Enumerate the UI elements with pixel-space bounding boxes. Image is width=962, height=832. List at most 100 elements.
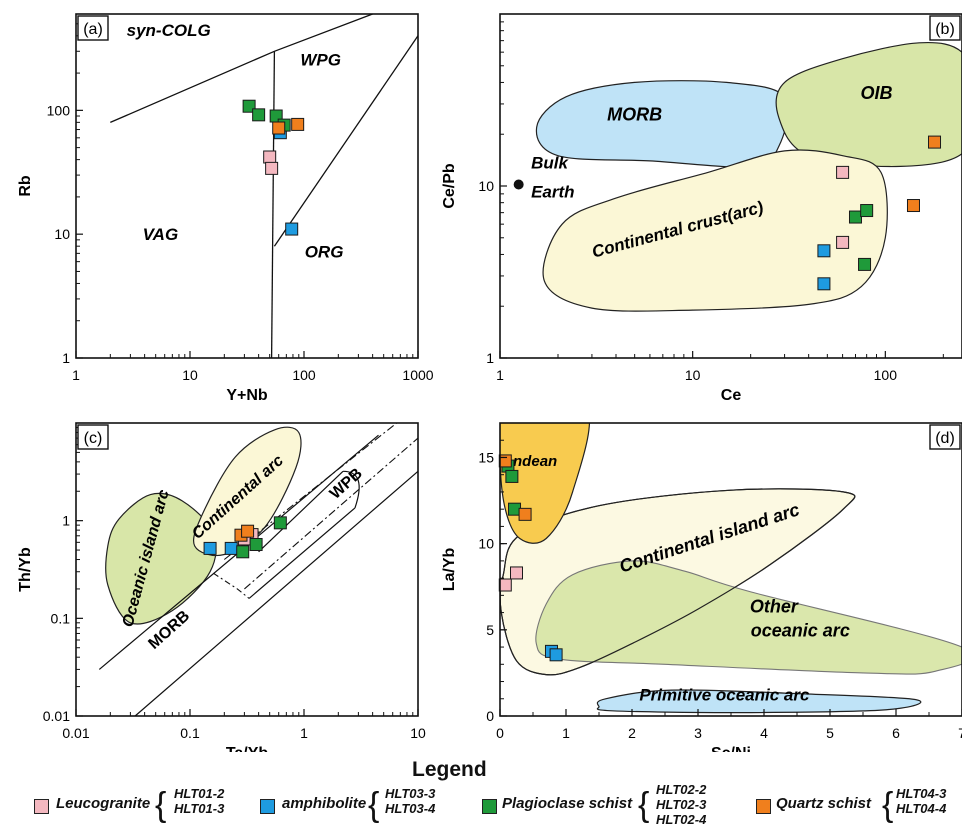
y-tick-label: 1 [62,513,70,529]
field-label: MORB [607,105,662,125]
data-point [848,210,862,224]
panel-label: (a) [83,21,103,38]
field-label: WPB [327,465,366,503]
panel-a: syn-COLG WPG VAG ORG 1 10 100 1000 1 10 100 Y+Nb Rb (… [17,13,434,404]
fields [500,423,962,714]
x-tick-label: 100 [874,367,898,383]
panel-label: (c) [84,430,103,447]
x-tick-label: 1 [72,367,80,383]
x-tick-label: 10 [410,725,426,741]
x-tick-label: 3 [694,725,702,741]
data-point [249,538,263,552]
data-point [906,199,920,213]
x-tick-label: 4 [760,725,768,741]
field-label: oceanic arc [751,621,850,641]
field-label: ORG [305,242,344,261]
x-tick-label: 7 [958,725,962,741]
x-axis-label: Y+Nb [226,387,268,404]
x-tick-label: 10 [182,367,198,383]
y-tick-label: 10 [478,536,494,552]
x-tick-label: 5 [826,725,834,741]
brace-icon: { [368,786,380,824]
field-label: syn-COLG [127,21,211,40]
y-tick-label: 10 [54,226,70,242]
x-tick-label: 1000 [402,367,433,383]
bulk-earth-marker [513,179,524,190]
field-label: Andean [501,453,557,470]
x-tick-label: 10 [685,367,701,383]
y-axis-label: Th/Yb [17,547,34,592]
data-point [273,516,287,530]
data-point [498,454,512,468]
panel-label-box [77,424,109,450]
panel-label-box [77,15,109,41]
data-point [510,566,523,580]
y-tick-label: 100 [47,102,71,118]
x-tick-label: 0.1 [180,725,200,741]
legend-samples: HLT01-2 HLT01-3 [174,786,225,816]
data-point [263,150,277,164]
field-other-oceanic-arc [535,560,962,675]
brace-icon: { [882,786,894,824]
y-tick-label: 10 [478,178,494,194]
x-tick-label: 1 [562,725,570,741]
y-tick-label: 0.1 [51,610,71,626]
legend-swatch [260,799,275,814]
data-point [549,648,563,662]
panel-label-box [929,424,961,450]
plot-frame [75,13,419,359]
x-tick-label: 2 [628,725,636,741]
data-point [817,277,831,291]
y-axis-label: La/Yb [441,547,458,591]
field-label: Primitive oceanic arc [639,685,810,704]
x-tick-label: 0 [496,725,504,741]
panel-label: (d) [935,430,955,447]
legend-title: Legend [412,758,487,781]
legend-label: Quartz schist [776,795,872,812]
array-line [134,470,419,717]
field-primitive-oceanic-arc [596,689,922,714]
data-point [817,244,831,258]
data-point [224,541,238,555]
field-morb [535,80,789,168]
y-tick-label: 5 [486,622,494,638]
brace-icon: { [638,786,650,824]
brace-icon: { [155,786,167,824]
data-point [241,524,255,538]
field-label: WPG [300,51,341,70]
x-tick-label: 0.01 [62,725,89,741]
x-tick-label: 6 [892,725,900,741]
data-point [285,222,299,236]
field-label: VAG [143,225,179,244]
panel-label-box [929,15,961,41]
field-label: OIB [861,83,893,103]
field-outline [500,488,856,676]
wpb-line [258,470,344,553]
data-point [505,469,519,483]
wpb-line [343,470,360,509]
y-tick-label: 0 [486,708,494,724]
legend-samples: HLT03-3 HLT03-4 [385,786,436,816]
data-point [236,545,250,559]
discrimination-line [270,51,276,359]
x-tick-label: 100 [292,367,316,383]
data-point [291,117,305,131]
data-point [203,541,217,555]
y-axis-label: Rb [17,175,34,197]
y-tick-label: 0.01 [43,708,70,724]
x-tick-label: 1 [496,367,504,383]
legend-label: Leucogranite [56,795,151,812]
x-axis-label: Sc/Ni [711,745,751,752]
data-point [272,121,286,135]
x-axis-label: Ce [721,387,742,404]
plot-frame [75,422,419,717]
legend-swatch [482,799,497,814]
x-tick-label: 1 [300,725,308,741]
data-point [836,235,850,249]
legend-samples: HLT02-2 HLT02-3 HLT02-4 [656,782,707,827]
legend: Legend Leucogranite { HLT01-2 HLT01-3 am… [0,752,962,832]
panel-label: (b) [935,21,955,38]
field-oib [775,41,962,168]
